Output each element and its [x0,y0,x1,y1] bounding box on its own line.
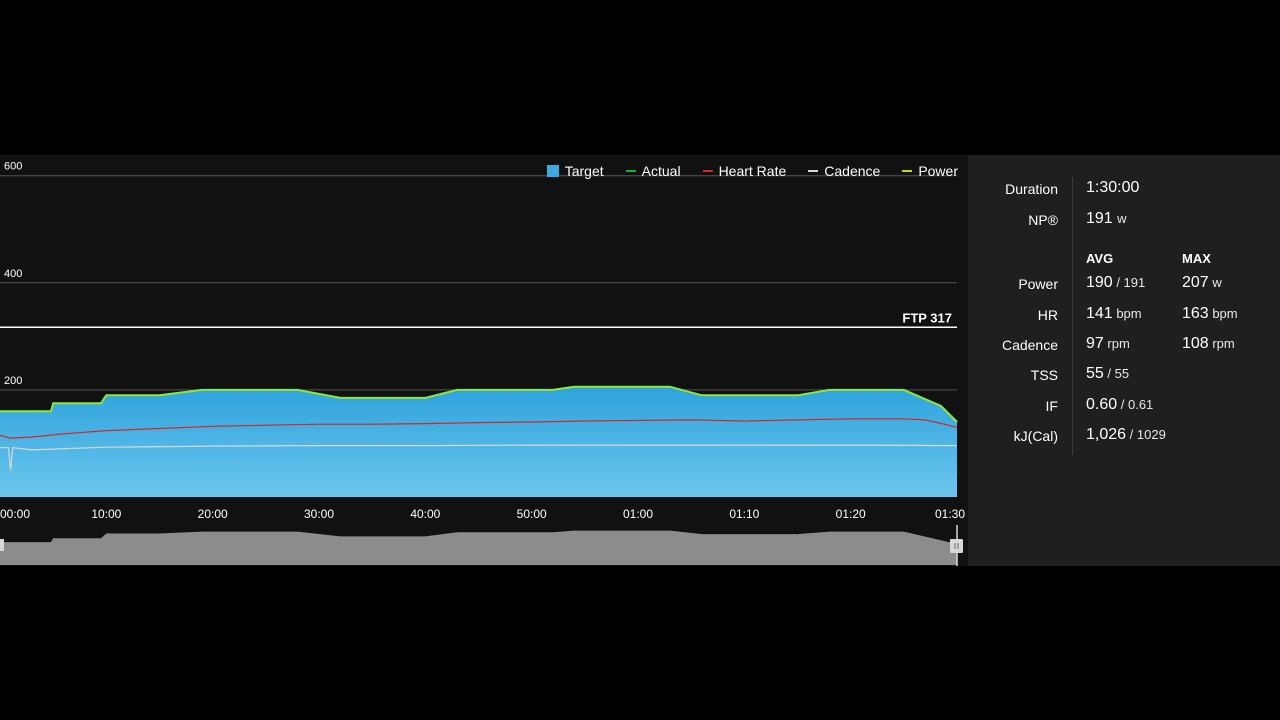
legend-label: Power [918,163,958,179]
stat-row-if: IF 0.60 / 0.61 [968,394,1280,418]
legend-label: Actual [641,163,681,179]
stat-row-kj-cal-: kJ(Cal) 1,026 / 1029 [968,424,1280,448]
legend-swatch [902,170,913,172]
legend-item-target[interactable]: Target [546,163,604,179]
x-tick-label-2: 20:00 [198,507,228,521]
duration-label: Duration [1005,181,1058,197]
x-tick-label-3: 30:00 [304,507,334,521]
x-tick-label-5: 50:00 [517,507,547,521]
ftp-label: FTP 317 [902,310,952,325]
max-header: MAX [1182,251,1211,266]
power-chart: 200 400 600 FTP 317 00:00 10:00 20:00 30:00 40:0… [0,161,965,566]
stat-max-hr: 163 bpm [1182,305,1238,322]
y-tick-label-200: 200 [4,375,22,387]
legend-swatch [625,170,636,172]
series-actual [0,385,958,423]
x-tick-label-4: 40:00 [410,507,440,521]
stat-max-cadence: 108 rpm [1182,335,1235,352]
x-tick-label-6: 01:00 [623,507,653,521]
x-tick-label-8: 01:20 [836,507,866,521]
x-tick-label-1: 10:00 [91,507,121,521]
x-tick-label-0: 00:00 [0,507,30,521]
overview-handle-right[interactable] [950,539,963,553]
stats-divider [1072,177,1073,455]
legend-label: Heart Rate [718,163,787,179]
series-heart-rate [0,418,958,439]
legend-item-heart-rate[interactable]: Heart Rate [702,163,787,179]
legend-item-cadence[interactable]: Cadence [808,163,880,179]
x-tick-label-9: 01:30 [935,507,965,521]
y-tick-label-400: 400 [4,268,22,280]
stat-label-power: Power [1018,276,1058,292]
stat-avg-cadence: 97 rpm [1086,335,1130,352]
legend-swatch [702,170,713,172]
legend-swatch [808,170,819,172]
stat-label-hr: HR [1037,307,1058,323]
stat-avg-hr: 141 bpm [1086,305,1142,322]
target-area [0,386,957,497]
np-value: 191 w [1086,210,1127,228]
overview-profile [0,530,957,565]
np-row: NP® 191 w [968,208,1280,232]
duration-value: 1:30:00 [1086,179,1140,196]
legend-item-power[interactable]: Power [902,163,958,179]
stat-row-power: Power 190 / 191 207 w [968,272,1280,296]
stat-row-tss: TSS 55 / 55 [968,363,1280,387]
y-tick-label-600: 600 [4,161,22,173]
duration-row: Duration 1:30:00 [968,177,1280,201]
legend-item-actual[interactable]: Actual [625,163,681,179]
chart-legend: Target Actual Heart Rate Cadence Power [546,163,958,179]
stat-label-if: IF [1045,398,1058,414]
stat-avg-power: 190 / 191 [1086,274,1146,291]
x-tick-label-7: 01:10 [729,507,759,521]
stats-panel: Duration 1:30:00 NP® 191 w AVG MAX Power… [968,155,1280,566]
stat-label-cadence: Cadence [1001,337,1058,353]
stat-label-tss: TSS [1030,367,1058,383]
stat-row-hr: HR 141 bpm 163 bpm [968,303,1280,327]
legend-swatch [546,165,559,177]
legend-label: Cadence [824,163,881,179]
avg-header: AVG [1086,251,1114,266]
stat-label-kj-cal-: kJ(Cal) [1013,428,1058,444]
np-label: NP® [1028,212,1058,228]
np-unit: w [1117,211,1127,226]
stat-avg-kj-cal-: 1,026 / 1029 [1086,426,1166,443]
stat-row-cadence: Cadence 97 rpm 108 rpm [968,333,1280,357]
stat-avg-tss: 55 / 55 [1086,365,1130,382]
legend-label: Target [564,163,604,179]
series-cadence [0,444,958,471]
stat-avg-if: 0.60 / 0.61 [1086,396,1154,413]
np-number: 191 [1086,210,1113,227]
stat-max-power: 207 w [1182,274,1222,291]
chart-panel: 200 400 600 FTP 317 00:00 10:00 20:00 30:00 40:0… [0,155,968,566]
overview-handle-left[interactable] [0,539,4,551]
